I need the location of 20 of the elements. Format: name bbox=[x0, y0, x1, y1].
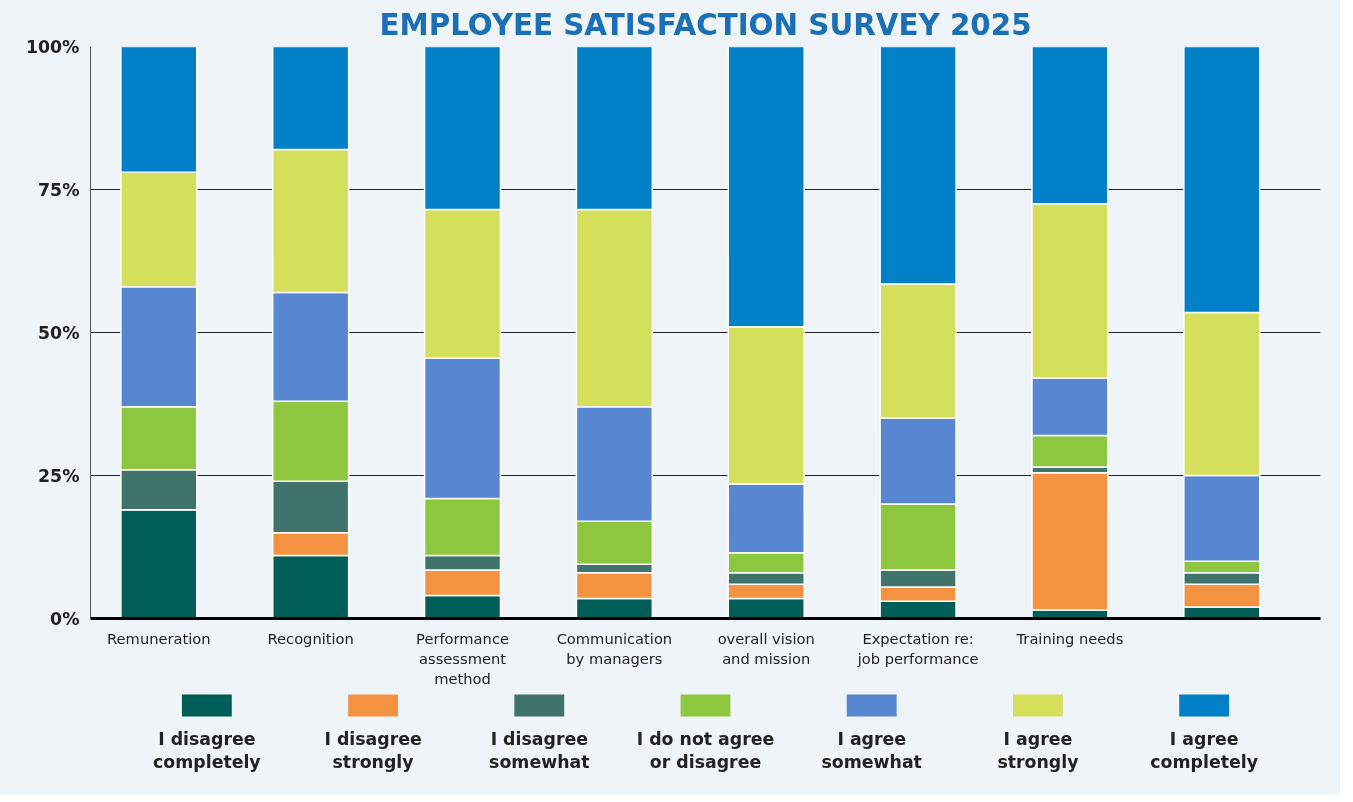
legend-label: I disagree somewhat bbox=[489, 728, 590, 772]
x-tick-label: Communication by managers bbox=[556, 629, 673, 667]
legend-label: I agree completely bbox=[1150, 728, 1258, 772]
x-tick-label: Expectation re: job performance bbox=[856, 629, 979, 667]
legend-label: I agree strongly bbox=[997, 728, 1079, 772]
y-tick-label: 75% bbox=[38, 179, 80, 200]
x-tick-label: Recognition bbox=[267, 629, 354, 647]
x-tick-label: Training needs bbox=[1015, 629, 1124, 647]
y-tick-label: 25% bbox=[38, 465, 80, 486]
x-tick-label: Performance assessment method bbox=[416, 629, 509, 688]
chart-title: EMPLOYEE SATISFACTION SURVEY 2025 bbox=[379, 7, 1032, 42]
legend-label: I do not agree or disagree bbox=[636, 728, 775, 772]
x-tick-label: Remuneration bbox=[107, 629, 211, 647]
y-tick-label: 100% bbox=[25, 36, 80, 57]
legend-label: I disagree strongly bbox=[324, 728, 422, 772]
y-tick-label: 0% bbox=[50, 608, 80, 629]
legend-label: I agree somewhat bbox=[821, 728, 922, 772]
x-tick-label: overall vision and mission bbox=[717, 629, 815, 667]
legend-label: I disagree completely bbox=[153, 728, 261, 772]
y-tick-label: 50% bbox=[38, 322, 80, 343]
